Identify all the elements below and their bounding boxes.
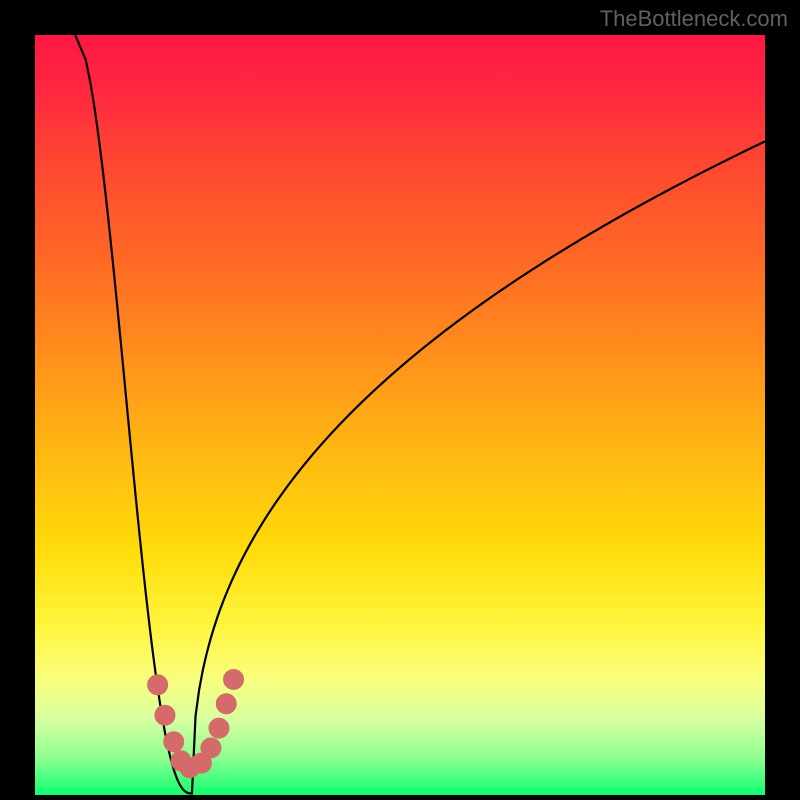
marker-dot <box>201 738 221 758</box>
marker-dot <box>148 675 168 695</box>
marker-dot <box>224 669 244 689</box>
bottleneck-chart <box>0 0 800 800</box>
marker-dot <box>216 694 236 714</box>
watermark-text: TheBottleneck.com <box>600 6 788 32</box>
gradient-background <box>35 35 765 795</box>
chart-container: TheBottleneck.com <box>0 0 800 800</box>
marker-dot <box>209 718 229 738</box>
marker-dot <box>164 732 184 752</box>
marker-dot <box>155 705 175 725</box>
